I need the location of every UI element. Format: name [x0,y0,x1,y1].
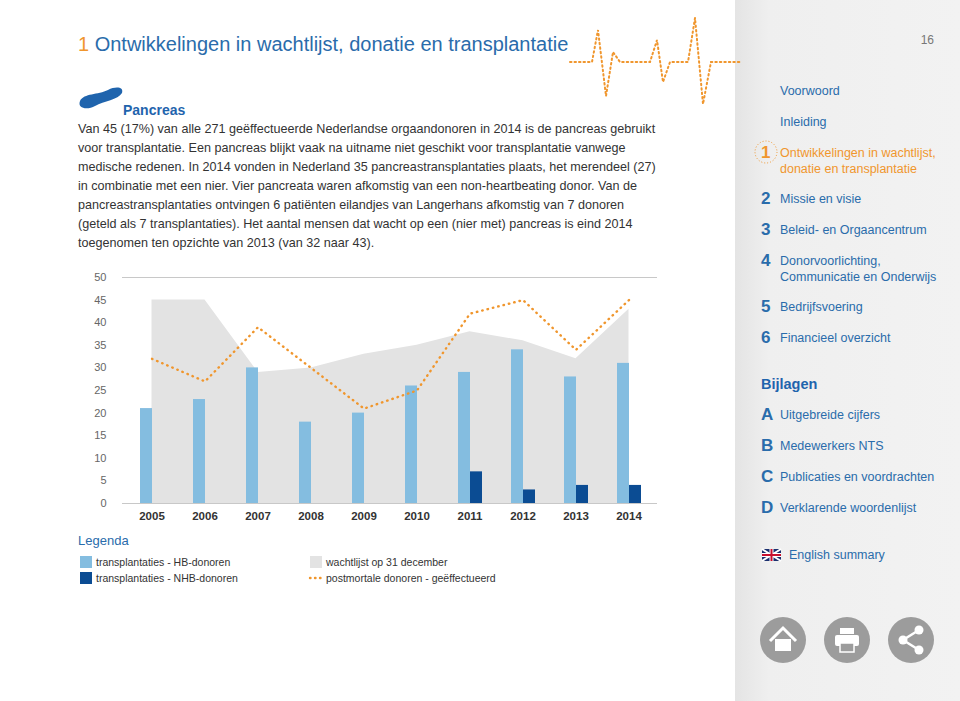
svg-text:35: 35 [94,339,106,351]
svg-text:C: C [761,467,773,486]
svg-text:A: A [761,405,773,424]
svg-text:medische redenen. In 2014 vond: medische redenen. In 2014 vonden in Nede… [78,160,656,174]
svg-text:Ontwikkelingen in wachtlijst,: Ontwikkelingen in wachtlijst, [780,146,936,160]
svg-text:10: 10 [94,452,106,464]
svg-text:6: 6 [761,328,770,347]
svg-text:2005: 2005 [139,510,165,522]
svg-text:English summary: English summary [789,548,886,562]
svg-text:in combinatie met een nier. Vi: in combinatie met een nier. Vier pancrea… [78,179,637,193]
svg-text:Inleiding: Inleiding [780,115,827,129]
svg-text:0: 0 [100,497,106,509]
svg-text:Voorwoord: Voorwoord [780,84,840,98]
svg-text:16: 16 [921,33,935,47]
svg-text:Medewerkers NTS: Medewerkers NTS [780,439,884,453]
svg-text:Missie en visie: Missie en visie [780,192,861,206]
svg-text:transplantaties - HB-donoren: transplantaties - HB-donoren [96,556,230,568]
svg-text:voor transplantatie. Een pancr: voor transplantatie. Een pancreas blijkt… [78,141,625,155]
svg-text:15: 15 [94,429,106,441]
svg-text:Financieel overzicht: Financieel overzicht [780,331,891,345]
svg-text:donatie en transplantatie: donatie en transplantatie [780,162,917,176]
svg-text:5: 5 [761,297,770,316]
svg-text:2: 2 [761,189,770,208]
svg-text:Bijlagen: Bijlagen [761,376,817,392]
svg-text:4: 4 [761,251,771,270]
svg-text:2010: 2010 [404,510,430,522]
svg-text:50: 50 [94,271,106,283]
svg-text:pancreastransplantaties ontvin: pancreastransplantaties ontvingen 6 pati… [78,198,624,212]
svg-text:1: 1 [761,143,770,162]
svg-text:2014: 2014 [616,510,642,522]
svg-text:2006: 2006 [192,510,218,522]
svg-text:Van 45 (17%) van alle 271 geëf: Van 45 (17%) van alle 271 geëffectueerde… [78,122,656,136]
svg-text:(geteld als 7 transplantaties): (geteld als 7 transplantaties). Het aant… [78,217,632,231]
svg-text:30: 30 [94,361,106,373]
svg-text:postmortale donoren - geëffect: postmortale donoren - geëffectueerd [326,572,496,584]
svg-text:2009: 2009 [351,510,377,522]
svg-text:2013: 2013 [563,510,589,522]
svg-text:1 Ontwikkelingen in wachtlijst: 1 Ontwikkelingen in wachtlijst, donatie … [78,33,568,55]
svg-text:Uitgebreide cijfers: Uitgebreide cijfers [780,408,880,422]
svg-text:2012: 2012 [510,510,536,522]
svg-text:Verklarende woordenlijst: Verklarende woordenlijst [780,501,917,515]
svg-text:Legenda: Legenda [78,533,129,548]
svg-text:40: 40 [94,316,106,328]
svg-text:toegenomen ten opzichte van 20: toegenomen ten opzichte van 2013 (van 32… [78,236,374,250]
svg-text:25: 25 [94,384,106,396]
svg-text:Publicaties en voordrachten: Publicaties en voordrachten [780,470,934,484]
svg-text:2008: 2008 [298,510,324,522]
svg-text:transplantaties - NHB-donoren: transplantaties - NHB-donoren [96,572,238,584]
svg-text:Communicatie en Onderwijs: Communicatie en Onderwijs [780,270,936,284]
svg-text:2007: 2007 [245,510,271,522]
svg-text:5: 5 [100,474,106,486]
svg-text:Bedrijfsvoering: Bedrijfsvoering [780,300,863,314]
svg-text:B: B [761,436,773,455]
svg-text:3: 3 [761,220,770,239]
svg-text:45: 45 [94,294,106,306]
svg-text:2011: 2011 [458,510,484,522]
svg-text:20: 20 [94,407,106,419]
svg-text:wachtlijst op 31 december: wachtlijst op 31 december [325,556,448,568]
svg-text:Beleid- en Orgaancentrum: Beleid- en Orgaancentrum [780,223,927,237]
svg-text:D: D [761,498,773,517]
svg-text:Donorvoorlichting,: Donorvoorlichting, [780,254,881,268]
svg-text:Pancreas: Pancreas [123,102,185,118]
